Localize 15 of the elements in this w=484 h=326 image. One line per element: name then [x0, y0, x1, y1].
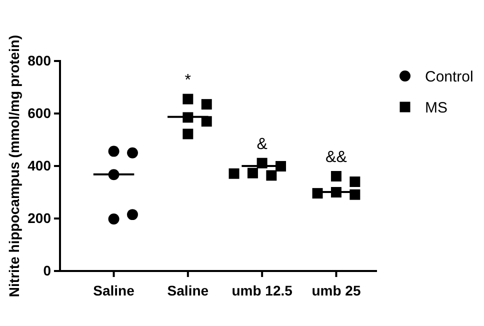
- x-tick-label: umb 12.5: [232, 282, 293, 298]
- x-tick-label: Saline: [93, 282, 135, 298]
- x-tick-label: Saline: [167, 282, 209, 298]
- y-tick-label: 600: [28, 104, 52, 121]
- y-axis-title: Nitrite hippocampus (mmol/mg protein): [6, 34, 22, 298]
- annotation: *: [184, 72, 192, 90]
- legend-label: MS: [425, 99, 448, 116]
- annotation: &: [256, 136, 268, 154]
- x-tick-label: umb 25: [312, 282, 361, 298]
- y-tick-label: 200: [28, 210, 52, 226]
- legend-label: Control: [425, 68, 474, 86]
- y-tick-label: 800: [28, 52, 52, 68]
- y-tick-label: 0: [43, 262, 52, 278]
- y-tick-label: 400: [28, 157, 52, 174]
- annotation: &&: [326, 149, 348, 166]
